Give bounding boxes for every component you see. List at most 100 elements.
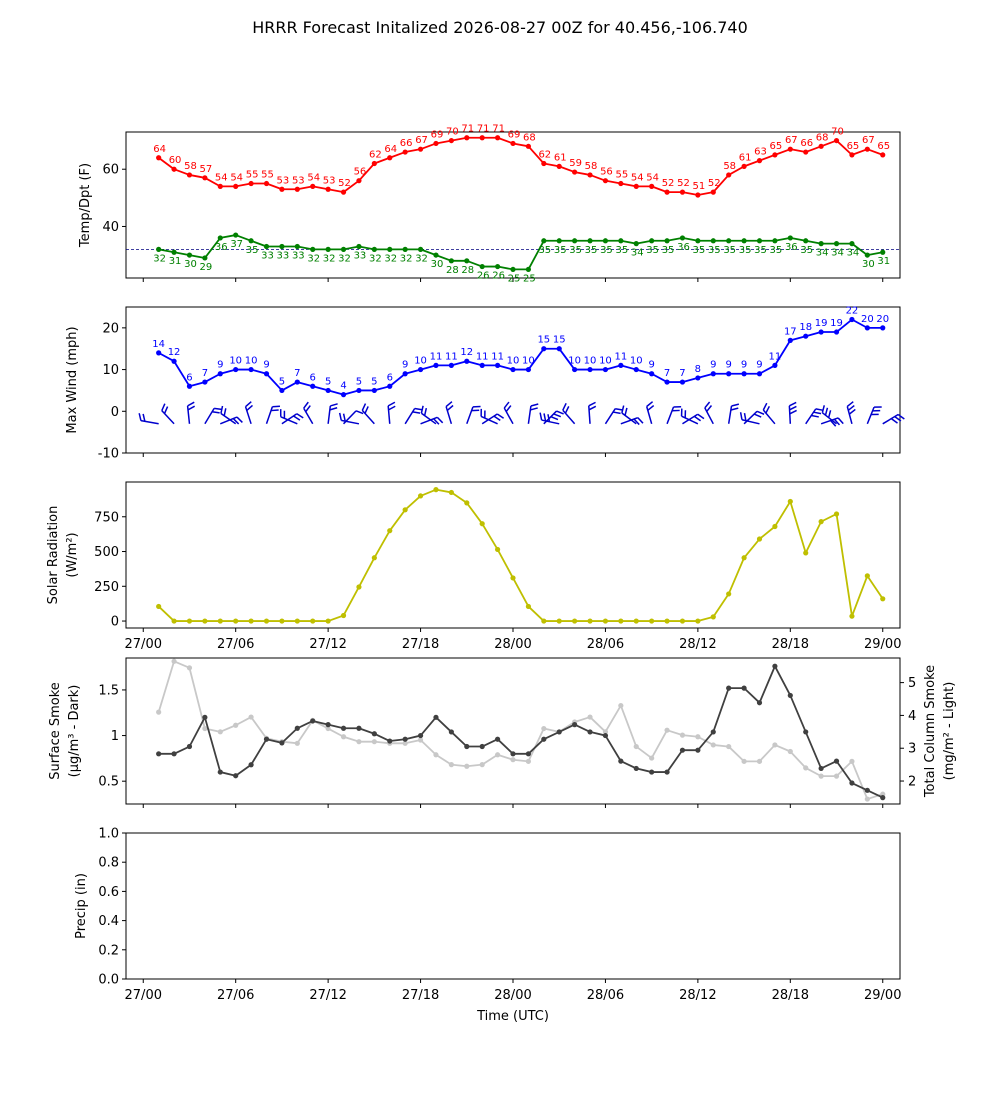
temperature-label: 67	[862, 135, 875, 146]
temperature-point	[202, 175, 208, 181]
dewpoint-label: 33	[354, 251, 367, 262]
y-tick-label: 1	[111, 729, 119, 744]
panel-frame	[125, 131, 901, 279]
solar-point	[340, 612, 347, 619]
temperature-point	[818, 143, 824, 149]
temperature-point	[186, 172, 193, 178]
dewpoint-point	[433, 252, 439, 258]
solar-point	[464, 500, 470, 506]
surface-smoke-point	[864, 787, 870, 793]
wind-barb	[420, 405, 437, 425]
wind-label: 20	[861, 314, 874, 325]
wind-point	[726, 371, 732, 377]
wind-point	[402, 371, 408, 377]
dewpoint-point	[479, 263, 485, 270]
surface-smoke-point	[340, 725, 347, 731]
wind-point	[340, 392, 347, 398]
dewpoint-point	[880, 249, 886, 255]
dewpoint-point	[587, 238, 593, 244]
solar-point	[371, 555, 377, 561]
dewpoint-label: 32	[400, 253, 413, 264]
wind-label: 5	[325, 376, 331, 387]
wind-barb	[204, 407, 222, 425]
solar-point	[726, 591, 732, 597]
column-smoke-point	[741, 758, 747, 764]
dewpoint-point	[171, 249, 177, 255]
temperature-point	[340, 189, 347, 195]
wind-label: 5	[279, 376, 285, 387]
wind-label: 4	[340, 381, 346, 392]
dewpoint-label: 32	[338, 253, 351, 264]
dewpoint-point	[726, 238, 732, 244]
temperature-point	[633, 183, 639, 189]
dewpoint-label: 35	[693, 245, 706, 256]
dewpoint-label: 32	[323, 253, 336, 264]
temperature-point	[849, 152, 855, 158]
temperature-label: 52	[662, 178, 675, 189]
temperature-label: 65	[877, 141, 890, 152]
solar-point	[479, 521, 485, 527]
y-axis-label: Precip (in)	[74, 873, 89, 939]
y-right-tick-label: 4	[908, 709, 916, 724]
temperature-point	[387, 155, 393, 161]
wind-label: 6	[387, 372, 393, 383]
temperature-point	[325, 186, 331, 192]
temperature-point	[525, 143, 532, 149]
dewpoint-point	[325, 246, 331, 252]
wind-point	[849, 316, 855, 323]
temperature-label: 61	[739, 152, 752, 163]
solar-point	[803, 550, 809, 556]
column-smoke-point	[756, 758, 763, 764]
x-tick-label: 29/00	[864, 988, 901, 1003]
wind-point	[186, 383, 193, 389]
dewpoint-point	[803, 238, 809, 244]
dewpoint-point	[556, 238, 562, 244]
solar-point	[772, 523, 778, 530]
temperature-point	[248, 180, 254, 187]
wind-label: 7	[664, 368, 670, 379]
column-smoke-point	[664, 727, 670, 733]
dewpoint-label: 28	[446, 265, 459, 276]
panel-precip: 0.0 0.2 0.4 0.6 0.8 1.0 27/00 27/06 27/12 27/18 28…	[74, 827, 901, 1025]
y-axis-label-units: (W/m²)	[65, 532, 80, 577]
surface-smoke-point	[448, 729, 454, 735]
panel-frame	[125, 657, 901, 805]
wind-label: 11	[430, 351, 443, 362]
temperature-label: 54	[631, 172, 644, 183]
temperature-label: 59	[569, 158, 582, 169]
wind-label: 10	[229, 356, 242, 367]
y-tick-label: 20	[102, 321, 119, 336]
dewpoint-point	[525, 266, 532, 273]
wind-label: 11	[614, 351, 627, 362]
wind-barb	[404, 407, 423, 425]
wind-label: 10	[568, 356, 581, 367]
wind-point	[525, 366, 532, 373]
temperature-label: 64	[384, 144, 397, 155]
temperature-label: 53	[292, 175, 305, 186]
temperature-point	[156, 155, 162, 161]
wind-barb	[820, 417, 844, 427]
surface-smoke-point	[726, 685, 732, 691]
y-tick-label: 1.5	[98, 683, 119, 698]
temperature-label: 58	[184, 161, 197, 172]
wind-barb	[138, 413, 159, 425]
column-smoke-point	[433, 752, 439, 758]
wind-barb	[244, 401, 253, 425]
wind-point	[510, 366, 516, 373]
dewpoint-label: 32	[415, 253, 428, 264]
temperature-label: 66	[800, 138, 813, 149]
column-smoke-point	[248, 714, 254, 720]
wind-point	[864, 325, 870, 331]
wind-barb	[220, 416, 243, 425]
figure-title: HRRR Forecast Initalized 2026-08-27 00Z …	[252, 18, 748, 37]
temperature-point	[356, 178, 362, 184]
dewpoint-point	[402, 246, 408, 252]
temperature-point	[371, 160, 377, 167]
wind-point	[695, 375, 701, 381]
x-tick-label: 28/18	[772, 988, 809, 1003]
solar-point	[217, 618, 223, 624]
y-right-axis-label: Total Column Smoke	[923, 665, 938, 798]
dewpoint-label: 35	[754, 245, 767, 256]
